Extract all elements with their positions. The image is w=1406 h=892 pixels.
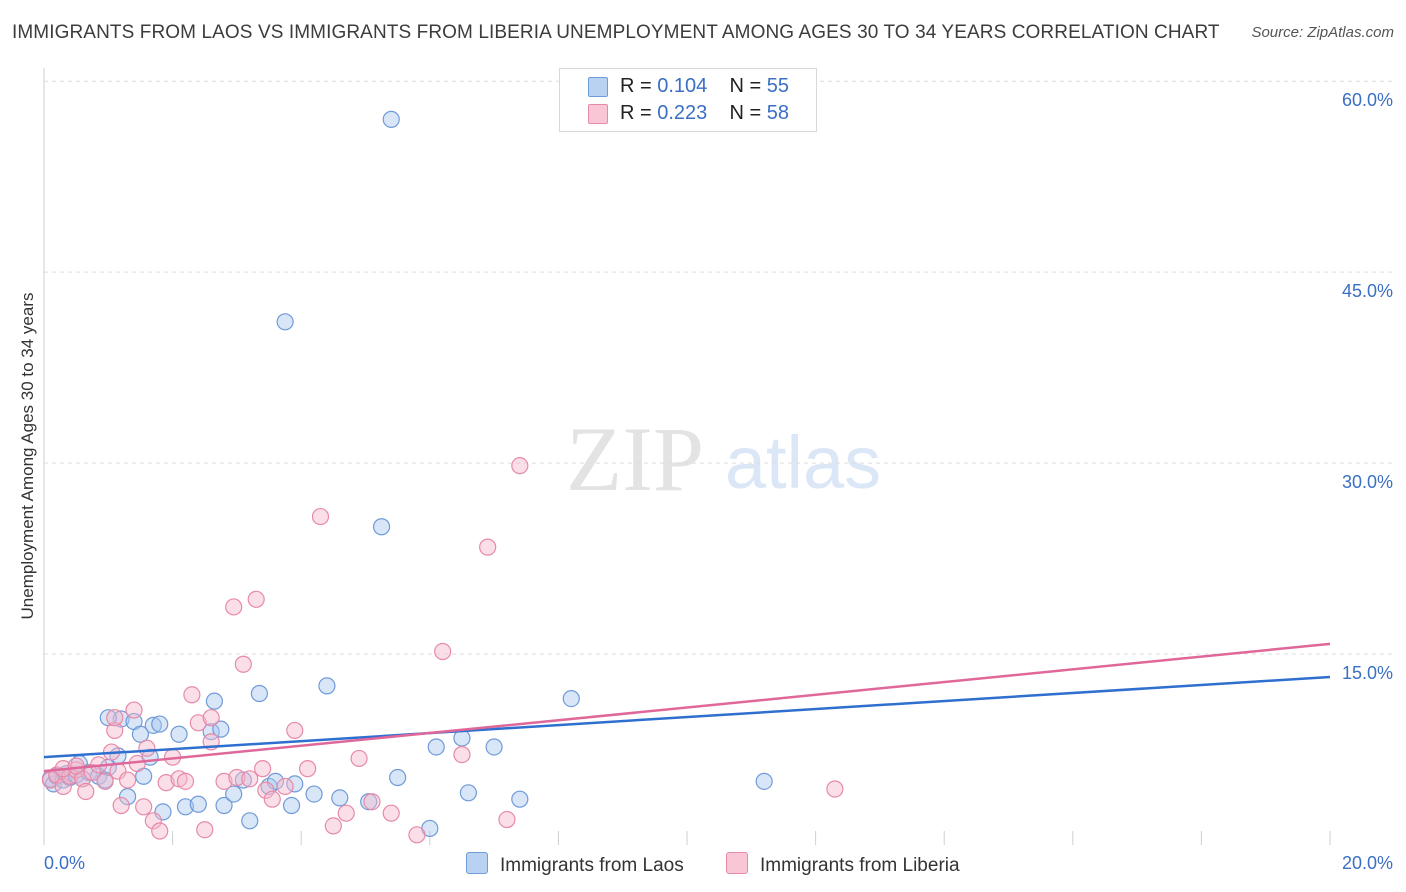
laos-point	[241, 812, 259, 830]
laos-point	[318, 677, 336, 695]
liberia-point	[228, 768, 246, 787]
liberia-point	[112, 796, 130, 815]
watermark-atlas: atlas	[725, 421, 881, 504]
liberia-point	[511, 457, 529, 475]
liberia-legend-label: Immigrants from Liberia	[760, 855, 960, 876]
liberia-point	[225, 598, 243, 616]
y-tick-label: 15.0%	[1342, 663, 1393, 683]
watermark-zip: ZIP	[566, 408, 704, 510]
laos-point	[205, 692, 223, 710]
liberia-point	[183, 686, 201, 704]
liberia-point	[234, 655, 252, 673]
laos-point	[562, 690, 580, 708]
liberia-point	[106, 709, 124, 727]
liberia-point	[202, 709, 220, 727]
liberia-point	[106, 721, 124, 740]
liberia-trend-line	[43, 642, 1331, 773]
laos-point	[755, 772, 773, 790]
y-tick-label: 45.0%	[1342, 281, 1393, 301]
liberia-point	[434, 642, 452, 661]
laos-point	[286, 775, 304, 793]
laos-point	[382, 110, 400, 128]
laos-point	[250, 684, 269, 703]
source-credit: Source: ZipAtlas.com	[1251, 24, 1394, 41]
laos-point	[389, 768, 407, 787]
laos-point	[282, 796, 301, 815]
y-tick-label: 30.0%	[1342, 472, 1393, 492]
liberia-point	[363, 793, 381, 811]
laos-swatch	[588, 77, 608, 97]
laos-point	[276, 313, 294, 331]
liberia-point	[498, 810, 516, 829]
laos-stats: R = 0.104 N = 55	[620, 75, 790, 97]
liberia-point	[118, 771, 137, 789]
liberia-point	[311, 507, 330, 526]
liberia-point	[299, 760, 317, 778]
laos-point	[459, 784, 477, 802]
laos-legend-swatch	[466, 852, 488, 874]
laos-legend-label: Immigrants from Laos	[500, 855, 684, 876]
laos-point	[202, 723, 220, 741]
y-tick-label: 60.0%	[1342, 90, 1393, 110]
correlation-legend: R = 0.104 N = 55 R = 0.223 N = 58	[559, 68, 817, 132]
x-tick-label: 0.0%	[44, 853, 85, 873]
chart-title: IMMIGRANTS FROM LAOS VS IMMIGRANTS FROM …	[12, 22, 1220, 43]
liberia-point	[826, 780, 844, 798]
laos-point	[331, 789, 349, 807]
liberia-point	[54, 777, 72, 796]
liberia-point	[189, 714, 207, 732]
liberia-point	[337, 804, 355, 822]
laos-point	[176, 798, 195, 816]
liberia-point	[135, 798, 153, 816]
laos-point	[151, 715, 169, 733]
liberia-point	[254, 760, 272, 778]
liberia-point	[263, 790, 281, 808]
laos-point	[225, 785, 243, 803]
laos-point	[131, 725, 150, 743]
liberia-point	[453, 746, 471, 764]
laos-point	[189, 795, 207, 813]
liberia-point	[196, 821, 214, 839]
laos-point	[372, 518, 391, 536]
laos-point	[511, 790, 529, 808]
liberia-point	[176, 772, 195, 790]
legend-item-liberia: Immigrants from Liberia	[726, 852, 960, 877]
liberia-point	[144, 812, 162, 830]
liberia-point	[276, 777, 294, 796]
laos-point	[485, 738, 503, 756]
liberia-point	[350, 749, 368, 768]
liberia-point	[257, 781, 275, 799]
laos-point	[215, 796, 233, 815]
laos-point	[144, 716, 162, 734]
laos-trend-line	[43, 675, 1331, 759]
x-tick-label: 20.0%	[1342, 853, 1393, 873]
liberia-point	[382, 804, 400, 822]
liberia-point	[125, 701, 143, 719]
laos-point	[170, 725, 188, 743]
liberia-point	[151, 822, 169, 840]
liberia-point	[77, 782, 95, 801]
liberia-stats: R = 0.223 N = 58	[620, 102, 790, 124]
liberia-point	[157, 774, 175, 792]
liberia-point	[408, 826, 426, 844]
liberia-point	[215, 772, 233, 790]
liberia-point	[138, 739, 156, 757]
liberia-swatch	[588, 104, 608, 124]
liberia-legend-swatch	[726, 852, 748, 874]
laos-point	[212, 720, 230, 738]
liberia-point	[247, 590, 265, 608]
liberia-point	[286, 721, 304, 740]
liberia-point	[324, 817, 342, 835]
liberia-point	[67, 757, 85, 775]
liberia-point	[96, 772, 114, 790]
liberia-point	[241, 770, 259, 788]
liberia-point	[479, 538, 497, 556]
legend-item-laos: Immigrants from Laos	[466, 852, 684, 877]
laos-point	[305, 785, 323, 803]
laos-point	[427, 738, 445, 756]
